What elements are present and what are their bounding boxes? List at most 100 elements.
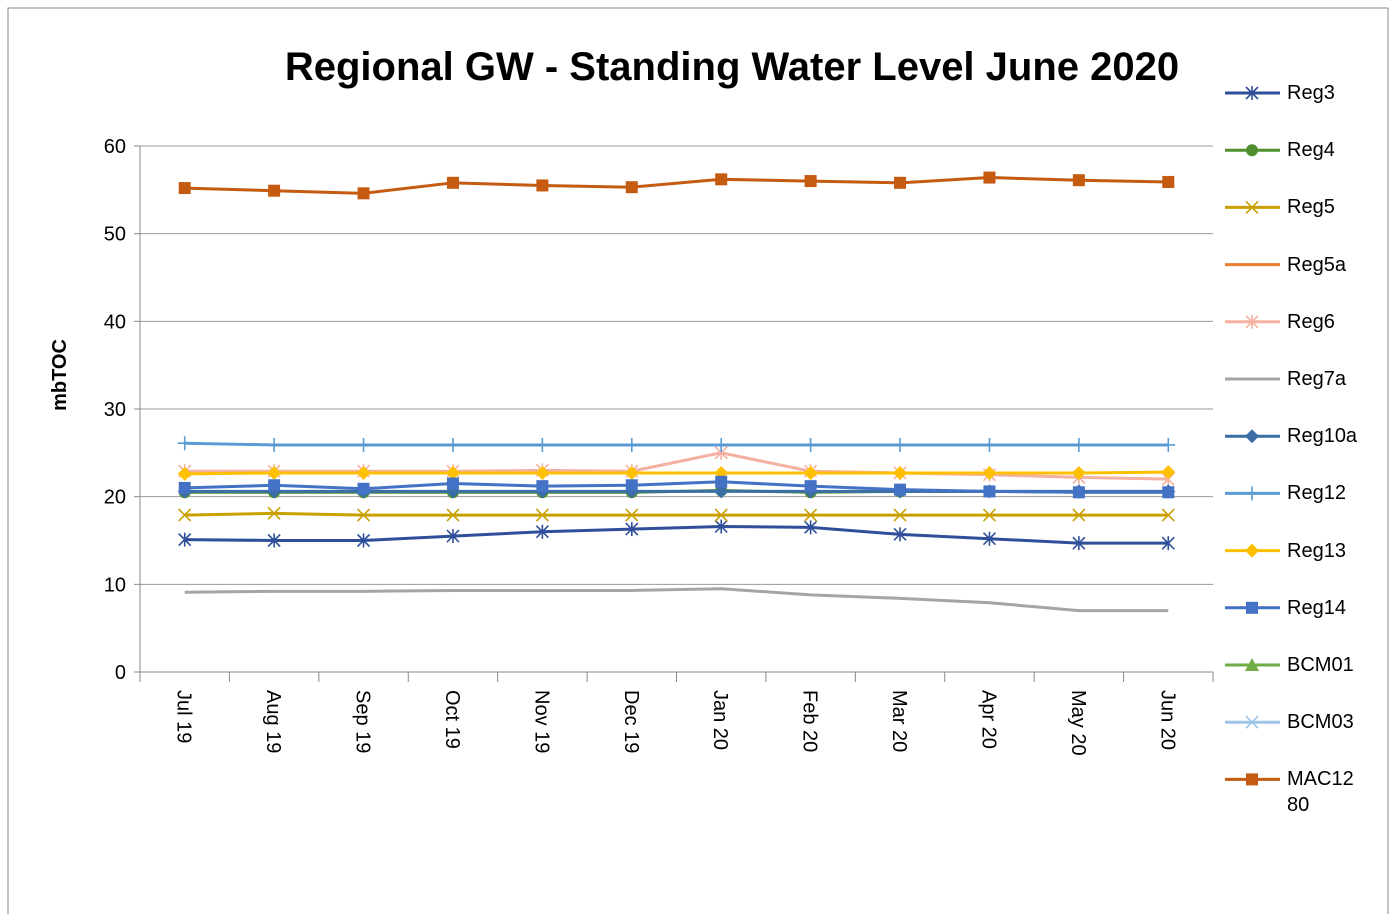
x-tick-label: May 20 — [1067, 690, 1089, 756]
marker — [267, 506, 281, 520]
marker — [446, 508, 460, 522]
marker — [894, 176, 907, 189]
y-tick-label: 60 — [104, 136, 126, 158]
marker — [268, 479, 281, 492]
marker — [1246, 144, 1258, 157]
marker — [983, 171, 996, 184]
x-tick-label: Jul 19 — [173, 690, 195, 743]
marker — [1162, 486, 1175, 499]
y-tick-label: 30 — [104, 399, 126, 421]
y-tick-label: 50 — [104, 224, 126, 246]
marker — [625, 181, 638, 194]
marker — [1245, 543, 1259, 558]
marker — [982, 531, 997, 546]
marker — [177, 466, 192, 481]
marker — [1246, 773, 1258, 786]
chart-title: Regional GW - Standing Water Level June … — [285, 45, 1179, 89]
marker — [715, 173, 728, 186]
series-line — [184, 587, 1169, 613]
marker — [356, 533, 371, 548]
series-line — [184, 441, 1169, 447]
x-tick-label: Apr 20 — [977, 690, 999, 749]
x-tick-label: Jun 20 — [1156, 690, 1178, 750]
marker — [178, 532, 192, 547]
marker — [803, 437, 818, 452]
marker — [715, 475, 728, 488]
marker — [445, 465, 460, 480]
marker — [1245, 429, 1259, 444]
marker — [446, 477, 459, 490]
marker — [714, 437, 729, 452]
marker — [624, 437, 639, 452]
marker — [1161, 465, 1176, 480]
marker — [536, 480, 549, 493]
marker — [1245, 314, 1259, 329]
marker — [1161, 437, 1176, 452]
legend-label: Reg13 — [1287, 539, 1346, 562]
marker — [1246, 601, 1258, 614]
y-tick-label: 20 — [104, 487, 126, 509]
x-tick-label: Oct 19 — [441, 690, 463, 749]
legend-label: Reg6 — [1287, 310, 1335, 333]
marker — [446, 176, 459, 189]
chart-border — [7, 7, 1389, 914]
marker — [893, 508, 907, 522]
marker — [356, 465, 371, 480]
marker — [625, 508, 639, 522]
marker — [357, 482, 370, 495]
marker — [446, 529, 460, 544]
marker — [714, 484, 729, 499]
x-tick-label: Feb 20 — [799, 690, 821, 752]
marker — [178, 508, 192, 522]
legend-label: Reg5a — [1287, 253, 1346, 276]
marker — [536, 179, 549, 192]
legend-label: Reg12 — [1287, 482, 1346, 505]
legend-label: Reg10a — [1287, 425, 1358, 448]
series-line — [184, 470, 1169, 476]
marker — [178, 182, 191, 195]
legend-label: BCM03 — [1287, 711, 1354, 734]
legend-label: Reg3 — [1287, 82, 1335, 104]
marker — [178, 481, 191, 494]
legend-label: BCM01 — [1287, 654, 1354, 676]
marker — [893, 437, 908, 452]
marker — [982, 437, 997, 452]
marker — [982, 508, 997, 522]
y-tick-label: 10 — [104, 574, 126, 596]
marker — [625, 522, 639, 537]
marker — [894, 483, 907, 496]
x-tick-label: Nov 19 — [530, 690, 552, 753]
legend-label: MAC1280 — [1287, 768, 1354, 817]
marker — [356, 437, 371, 452]
series-line — [184, 451, 1169, 481]
marker — [1245, 86, 1259, 100]
marker — [1072, 174, 1085, 187]
marker — [267, 465, 282, 480]
marker — [535, 465, 550, 480]
marker — [1161, 508, 1175, 522]
marker — [177, 436, 192, 451]
marker — [982, 465, 997, 480]
y-axis-label: mbTOC — [49, 339, 71, 411]
x-tick-label: Jan 20 — [709, 690, 731, 750]
marker — [804, 508, 818, 522]
x-tick-label: Sep 19 — [352, 690, 374, 753]
legend-label: Reg5 — [1287, 196, 1335, 219]
marker — [1245, 658, 1259, 671]
marker — [1162, 175, 1175, 188]
marker — [1245, 715, 1259, 729]
marker — [803, 465, 818, 480]
marker — [983, 485, 996, 498]
marker — [1071, 437, 1086, 452]
marker — [268, 184, 281, 197]
series-line — [184, 511, 1169, 517]
legend-label: Reg14 — [1287, 596, 1346, 619]
marker — [624, 465, 639, 480]
marker — [357, 187, 370, 200]
marker — [445, 437, 460, 452]
marker — [714, 508, 728, 522]
marker — [804, 480, 817, 493]
marker — [1072, 486, 1085, 499]
